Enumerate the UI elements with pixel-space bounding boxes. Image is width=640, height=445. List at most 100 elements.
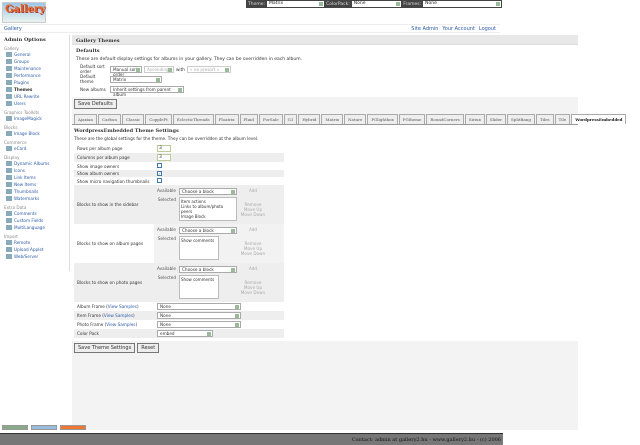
tab-pgtheme[interactable]: PGtheme (398, 114, 426, 124)
frames-select[interactable]: None (423, 1, 502, 7)
tab-g1[interactable]: G1 (283, 114, 298, 124)
selected-block-item[interactable]: Image Block (181, 214, 206, 219)
selected-block-item[interactable]: Item actions (181, 199, 206, 204)
logout-link[interactable]: Logout (478, 25, 496, 32)
album-owners-checkbox[interactable]: ✓ (157, 171, 162, 176)
theme-select[interactable]: Matrix (267, 1, 325, 7)
tab-pglightbox[interactable]: PGlightbox (367, 114, 398, 124)
selected-block-item[interactable]: Show comments (181, 277, 215, 282)
tab-classic[interactable]: Classic (121, 114, 145, 124)
tab-eclecticthreads[interactable]: EclecticThreads (172, 114, 214, 124)
colorpack-select[interactable]: None (351, 1, 402, 7)
sidebar-item-multilanguage[interactable]: MultiLanguage (4, 224, 65, 231)
default-theme-select[interactable]: Matrix (110, 75, 162, 83)
available-blocks-select[interactable]: Choose a block (179, 266, 237, 273)
move-down-button[interactable]: Move Down (240, 251, 266, 256)
sidebar-item-plugins[interactable]: Plugins (4, 79, 65, 86)
available-blocks-select[interactable]: Choose a block (179, 227, 237, 234)
admin-sidebar: Admin Options Gallery General Groups Mainte… (0, 35, 70, 271)
sidebar-item-general[interactable]: General (4, 51, 65, 58)
sidebar-item-performance[interactable]: Performance (4, 72, 65, 79)
photo-frame-select[interactable]: None (157, 321, 241, 328)
badge-w3c[interactable] (2, 425, 28, 430)
tab-tiles[interactable]: Tiles (535, 114, 554, 124)
tab-coppleft[interactable]: CoppleFt (145, 114, 172, 124)
new-albums-select[interactable]: Inherit settings from parent album (110, 85, 184, 97)
sidebar-item-groups[interactable]: Groups (4, 58, 65, 65)
available-label: Available (157, 266, 176, 271)
sidebar-item-ecard[interactable]: eCard (4, 145, 65, 152)
sidebar-item-maintenance[interactable]: Maintenance (4, 65, 65, 72)
badge-gallery[interactable] (31, 425, 57, 430)
tab-nature[interactable]: Nature (344, 114, 367, 124)
sidebar-item-image-block[interactable]: Image Block (4, 130, 65, 137)
move-down-button[interactable]: Move Down (240, 290, 266, 295)
album-frame-select[interactable]: None (157, 303, 241, 310)
sidebar-item-upload-applet[interactable]: Upload Applet (4, 246, 65, 253)
sidebar-item-web-server[interactable]: Web/Server (4, 253, 65, 260)
tab-wordpressembedded[interactable]: WordpressEmbedded (571, 114, 627, 124)
sidebar-item-new-items[interactable]: New Items (4, 181, 65, 188)
tab-splitbang[interactable]: SplitBang (507, 114, 535, 124)
tab-ajaxian[interactable]: Ajaxian (74, 114, 98, 124)
selected-blocks-list[interactable]: Show comments (179, 236, 219, 260)
sidebar-item-imagemagick[interactable]: ImageMagick (4, 115, 65, 122)
sidebar-item-icons[interactable]: Icons (4, 167, 65, 174)
sidebar-item-watermarks[interactable]: Watermarks (4, 195, 65, 202)
sidebar-item-dynamic-albums[interactable]: Dynamic Albums (4, 160, 65, 167)
photo-frame-samples-link[interactable]: View Samples (106, 322, 136, 327)
item-frame-samples-link[interactable]: View Samples (103, 313, 134, 318)
move-up-button[interactable]: Move Up (243, 246, 263, 251)
add-block-button[interactable]: Add (248, 227, 258, 232)
site-admin-link[interactable]: Site Admin (411, 25, 439, 32)
rows-input[interactable]: 3 (157, 145, 171, 152)
sidebar-item-url-rewrite[interactable]: URL Rewrite (4, 93, 65, 100)
tab-matrix[interactable]: Matrix (321, 114, 344, 124)
micro-nav-checkbox[interactable] (157, 178, 162, 183)
available-blocks-select[interactable]: Choose a block (179, 188, 237, 195)
tab-forsale[interactable]: ForSale (259, 114, 283, 124)
reset-button[interactable]: Reset (137, 343, 160, 353)
sidebar-item-thumbnails[interactable]: Thumbnails (4, 188, 65, 195)
breadcrumb-gallery[interactable]: Gallery (4, 25, 22, 32)
sidebar-item-link-items[interactable]: Link Items (4, 174, 65, 181)
remove-block-button[interactable]: Remove (244, 280, 262, 285)
move-up-button[interactable]: Move Up (243, 207, 263, 212)
tab-slider[interactable]: Slider (485, 114, 507, 124)
color-pack-select[interactable]: embed (157, 330, 213, 337)
tab-carbon[interactable]: Carbon (98, 114, 121, 124)
sidebar-item-remote[interactable]: Remote (4, 239, 65, 246)
tab-fluid[interactable]: Fluid (239, 114, 258, 124)
gallery-logo[interactable]: Gallery (2, 2, 46, 23)
add-block-button[interactable]: Add (248, 266, 258, 271)
sort-select[interactable]: Manual sort order (110, 65, 142, 77)
item-frame-select[interactable]: None (157, 312, 241, 319)
selected-blocks-list[interactable]: Item actions Links to album/photo peers Im… (179, 197, 237, 221)
add-block-button[interactable]: Add (248, 188, 258, 193)
selected-block-item[interactable]: Show comments (181, 238, 215, 243)
sidebar-item-custom-fields[interactable]: Custom Fields (4, 217, 65, 224)
remove-block-button[interactable]: Remove (244, 241, 262, 246)
cols-input[interactable]: 3 (157, 154, 171, 161)
move-down-button[interactable]: Move Down (240, 212, 266, 217)
your-account-link[interactable]: Your Account (442, 25, 475, 32)
image-owners-checkbox[interactable] (157, 163, 162, 168)
move-up-button[interactable]: Move Up (243, 285, 263, 290)
sidebar-item-users[interactable]: Users (4, 100, 65, 107)
available-label: Available (157, 188, 176, 193)
remove-block-button[interactable]: Remove (244, 202, 262, 207)
sidebar-item-comments[interactable]: Comments (4, 210, 65, 217)
selected-block-item[interactable]: Links to album/photo peers (181, 204, 224, 214)
badge-valid[interactable] (60, 425, 86, 430)
tab-roundcorners[interactable]: RoundCorners (426, 114, 464, 124)
album-frame-samples-link[interactable]: View Samples (107, 304, 137, 309)
save-theme-settings-button[interactable]: Save Theme Settings (74, 343, 136, 353)
tab-hybrid[interactable]: Hybrid (298, 114, 321, 124)
save-defaults-button[interactable]: Save Defaults (74, 99, 117, 109)
album-blocks-label: Blocks to show on album pages (77, 241, 144, 246)
sidebar-item-themes[interactable]: Themes (4, 86, 65, 93)
tab-floatrix[interactable]: Floatrix (214, 114, 239, 124)
tab-siriux[interactable]: Siriux (464, 114, 485, 124)
tab-tile[interactable]: Tile (554, 114, 571, 124)
selected-blocks-list[interactable]: Show comments (179, 275, 219, 299)
